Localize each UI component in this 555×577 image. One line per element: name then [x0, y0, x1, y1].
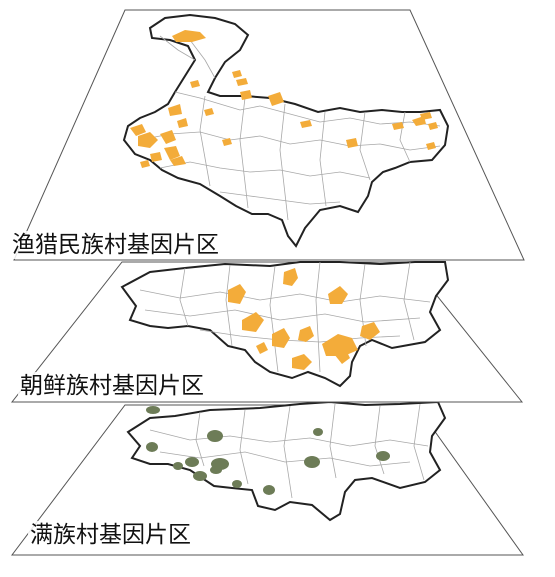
manchu-zone: [173, 462, 183, 470]
korean-zone: [292, 354, 312, 370]
fishing-hunting-zone: [240, 90, 252, 100]
fishing-hunting-zone: [392, 122, 404, 130]
manchu-zone: [376, 451, 390, 461]
fishing-hunting-zone: [426, 142, 436, 150]
fishing-hunting-zone: [232, 70, 242, 78]
korean-zone: [322, 334, 358, 356]
korean-zone: [334, 350, 350, 364]
korean-zone: [283, 268, 298, 286]
fishing-hunting-zone: [236, 78, 248, 86]
fishing-hunting-zone: [420, 112, 432, 120]
korean-zone: [328, 286, 348, 304]
korean-zone: [256, 342, 268, 354]
fishing-hunting-layer: [13, 9, 525, 261]
manchu-zone: [146, 406, 160, 414]
fishing-hunting-zone: [346, 138, 358, 148]
fishing-hunting-layer-label: 渔猎民族村基因片区: [10, 231, 221, 259]
manchu-layer: [10, 400, 524, 556]
manchu-zone: [146, 442, 158, 452]
fishing-hunting-zone: [170, 156, 186, 166]
manchu-zone: [193, 471, 207, 481]
korean-zone: [272, 328, 290, 348]
fishing-hunting-zone: [222, 138, 232, 146]
korean-zone: [228, 284, 246, 304]
fishing-hunting-zones: [130, 30, 438, 168]
manchu-zones: [146, 406, 390, 495]
korean-layer: [10, 261, 524, 403]
fishing-hunting-zone: [138, 132, 158, 148]
korean-zone: [242, 312, 264, 332]
fishing-hunting-province-outline: [122, 13, 450, 248]
korean-zones: [228, 268, 380, 370]
fishing-hunting-zone: [172, 30, 206, 42]
manchu-layer-label: 满族村基因片区: [28, 521, 193, 549]
fishing-hunting-zone: [164, 146, 180, 160]
korean-layer-label: 朝鲜族村基因片区: [18, 372, 206, 400]
manchu-zone: [313, 428, 323, 436]
fishing-hunting-zone: [177, 118, 188, 128]
fishing-hunting-zone: [268, 92, 284, 106]
korean-zone: [360, 322, 380, 340]
fishing-hunting-zone: [428, 122, 438, 130]
fishing-hunting-zone: [160, 130, 176, 144]
korean-province-outline: [120, 261, 450, 388]
fishing-hunting-zone: [204, 108, 214, 116]
manchu-zone: [304, 456, 320, 468]
manchu-zone: [207, 430, 223, 442]
fishing-hunting-zone: [190, 80, 200, 88]
manchu-zone: [232, 480, 242, 488]
korean-zone: [298, 326, 314, 342]
fishing-hunting-zone: [150, 152, 162, 162]
manchu-zone: [185, 457, 199, 467]
manchu-zone: [263, 485, 275, 495]
fishing-hunting-zone: [130, 124, 146, 136]
fishing-hunting-zone: [168, 104, 182, 116]
fishing-hunting-zone: [140, 160, 150, 168]
manchu-zone: [210, 466, 222, 474]
fishing-hunting-zone: [300, 120, 312, 128]
